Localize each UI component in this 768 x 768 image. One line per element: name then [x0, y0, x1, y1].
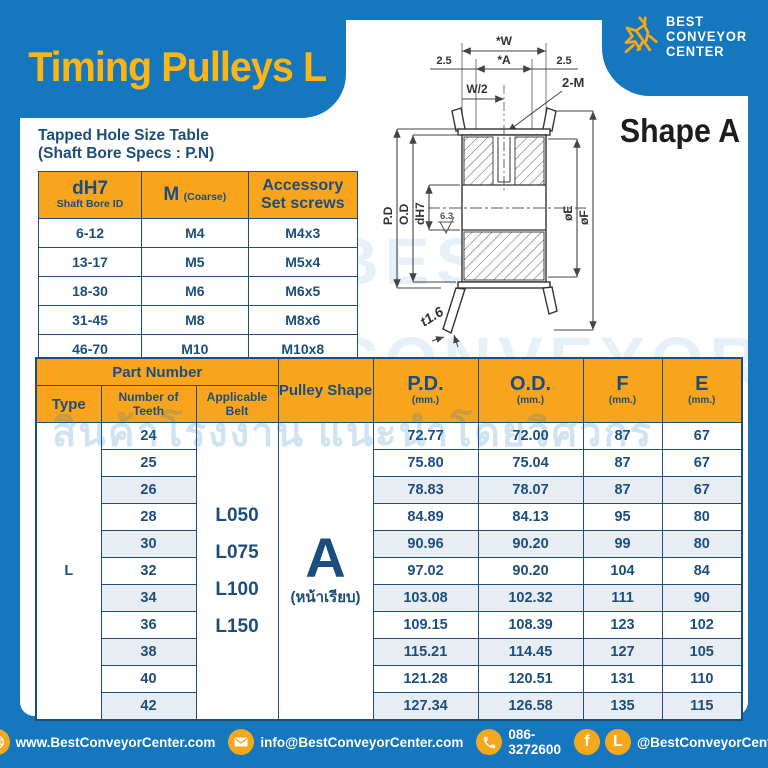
dim-od-label: O.D [397, 203, 411, 225]
col-header-m: M (Coarse) [141, 170, 249, 219]
table-row: 25 75.80 75.04 87 67 [36, 449, 743, 477]
col-header-setscrews: Accessory Set screws [247, 170, 359, 219]
brand-logo: BEST CONVEYOR CENTER [602, 0, 768, 96]
col-header-teeth: Number of Teeth [100, 385, 197, 423]
table-row: 34 103.08 102.32 111 90 [36, 584, 743, 612]
table-row: 38 115.21 114.45 127 105 [36, 638, 743, 666]
spec-table: Part Number Pulley Shape P.D. (mm.) O.D.… [35, 357, 744, 721]
table-row: 42 127.34 126.58 135 115 [36, 692, 743, 721]
col-header-e: E (mm.) [661, 357, 743, 423]
footer-phone-link[interactable]: 086-3272600 [476, 727, 561, 757]
email-icon [228, 729, 255, 755]
table-row: 30 90.96 90.20 99 80 [36, 530, 743, 558]
type-value: L [35, 422, 102, 721]
brand-logo-text: BEST CONVEYOR CENTER [665, 13, 747, 60]
dim-halfw-label: W/2 [466, 82, 488, 96]
tapped-hole-table: dH7 Shaft Bore ID M (Coarse) Accessory S… [37, 170, 359, 364]
col-header-pulley-shape: Pulley Shape [277, 357, 374, 423]
globe-icon [0, 729, 10, 755]
table-row: 6-12 M4 M4x3 [37, 217, 359, 248]
table-row: 28 84.89 84.13 95 80 [36, 503, 743, 531]
brand-logo-icon [615, 14, 659, 67]
dim-w-label: *W [496, 34, 513, 48]
dim-f-label: øF [577, 210, 591, 225]
col-header-belt: Applicable Belt [195, 385, 279, 423]
footer-contact-bar: www.BestConveyorCenter.com info@BestConv… [0, 716, 768, 768]
col-header-pd: P.D. (mm.) [372, 357, 479, 423]
dim-a-label: *A [497, 53, 511, 67]
table-row: 31-45 M8 M8x6 [37, 304, 359, 335]
spec-table-section: Part Number Pulley Shape P.D. (mm.) O.D.… [35, 357, 744, 721]
table-row: 18-30 M6 M6x5 [37, 275, 359, 306]
tapped-hole-section: Tapped Hole Size Table (Shaft Bore Specs… [37, 127, 359, 364]
table-row: 32 97.02 90.20 104 84 [36, 557, 743, 585]
table-row: 26 78.83 78.07 87 67 [36, 476, 743, 504]
shape-a-label: Shape A [619, 112, 741, 149]
col-header-f: F (mm.) [582, 357, 663, 423]
col-header-od: O.D. (mm.) [477, 357, 584, 423]
table-row: 36 109.15 108.39 123 102 [36, 611, 743, 639]
dim-bore-label: dH7 [413, 202, 427, 225]
title-banner: Timing Pulleys L [0, 0, 346, 118]
footer-social-link[interactable]: f L @BestConveyorCenter [573, 729, 768, 755]
col-header-bore: dH7 Shaft Bore ID [37, 170, 143, 219]
applicable-belts: L050 L075 L100 L150 [195, 422, 279, 721]
dim-margin-left-label: 2.5 [436, 55, 451, 67]
dim-margin-right-label: 2.5 [556, 55, 571, 67]
line-icon: L [604, 729, 631, 755]
dim-e-label: øE [561, 206, 575, 221]
footer-email-link[interactable]: info@BestConveyorCenter.com [228, 729, 463, 755]
col-header-type: Type [35, 385, 102, 423]
dim-pd-label: P.D [381, 206, 395, 225]
tap-callout-label: 2-M [562, 75, 584, 90]
table-row: L 24 L050 L075 L100 L150 A (หน้าเรียบ) 7… [35, 422, 743, 721]
flange-thickness-label: t1.6 [417, 303, 446, 329]
table-row: 40 121.28 120.51 131 110 [36, 665, 743, 693]
roughness-label: 6.3 [440, 211, 453, 222]
col-header-part-number: Part Number [35, 357, 279, 386]
table-row: 13-17 M5 M5x4 [37, 246, 359, 277]
page-title: Timing Pulleys L [28, 43, 327, 90]
footer-website-link[interactable]: www.BestConveyorCenter.com [0, 729, 215, 755]
tapped-table-title: Tapped Hole Size Table (Shaft Bore Specs… [38, 127, 215, 163]
phone-icon [476, 729, 503, 755]
facebook-icon: f [573, 729, 600, 755]
pulley-shape-value: A (หน้าเรียบ) [277, 422, 374, 721]
pulley-drawing: *W 2.5 *A 2.5 W/2 2-M [372, 25, 668, 362]
